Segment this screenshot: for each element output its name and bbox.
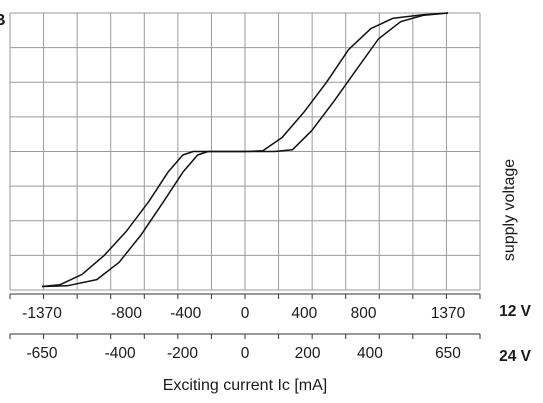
voltage-label-2: 24 V: [499, 348, 532, 365]
x-tick-label: 400: [291, 305, 317, 322]
x-tick-label: 0: [241, 345, 250, 362]
x-tick-label: 0: [241, 305, 250, 322]
x-tick-label: -1370: [22, 305, 62, 322]
voltage-label-1: 12 V: [499, 303, 532, 320]
x-tick-label: 400: [357, 345, 383, 362]
labels-group: -1370 -800 -400 0 400 800 1370 12 V -650 -400 -200…: [0, 12, 532, 394]
x-tick-label: 650: [435, 345, 461, 362]
axes-group: [9, 293, 481, 339]
grid: [9, 12, 481, 291]
series-line-2: [41, 12, 449, 288]
x-tick-label: -200: [167, 345, 198, 362]
y-axis-title: supply voltage: [501, 159, 518, 261]
x-tick-label: 1370: [431, 305, 466, 322]
series-group: [41, 12, 449, 288]
x-tick-label: 800: [351, 305, 377, 322]
x-tick-label: -400: [105, 345, 136, 362]
corner-label: B: [0, 12, 6, 29]
x-tick-label: -800: [111, 305, 142, 322]
x-tick-label: -400: [170, 305, 201, 322]
x-axis-title: Exciting current Ic [mA]: [163, 377, 328, 394]
x-tick-label: 200: [295, 345, 321, 362]
x-tick-label: -650: [26, 345, 57, 362]
